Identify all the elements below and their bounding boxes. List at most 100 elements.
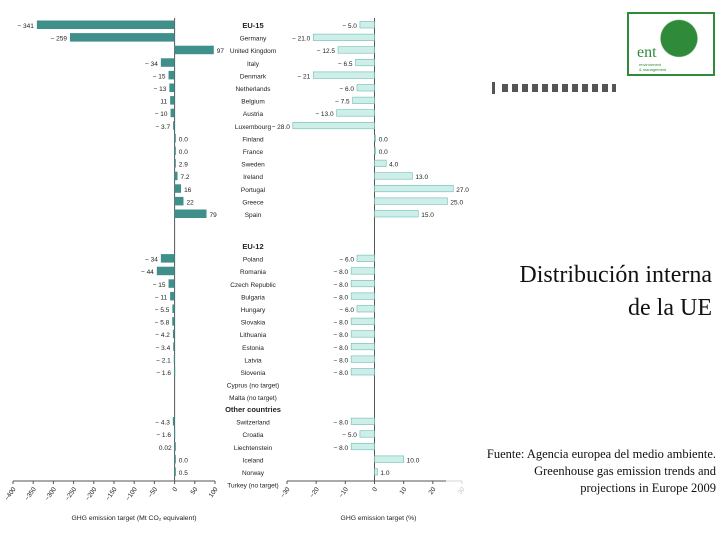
right-tick-label: −20 — [309, 486, 321, 499]
left-data-label: − 34 — [145, 257, 158, 264]
country-label: Luxembourg — [235, 124, 272, 131]
right-bar — [356, 84, 375, 92]
right-data-label: 15.0 — [421, 212, 434, 219]
right-data-label: − 8.0 — [334, 420, 349, 427]
source-line1: Fuente: Agencia europea del medio ambien… — [486, 447, 716, 461]
logo-sub-line1: environment — [639, 62, 662, 67]
right-data-label: − 5.0 — [342, 23, 357, 30]
source-note: Fuente: Agencia europea del medio ambien… — [446, 446, 716, 497]
left-tick-label: −250 — [64, 486, 78, 502]
left-bar — [174, 159, 176, 168]
right-bar — [312, 71, 375, 79]
country-label: Belgium — [241, 99, 264, 106]
country-label: Denmark — [240, 73, 267, 80]
left-bar — [174, 196, 184, 206]
left-data-label: 16 — [184, 187, 192, 194]
left-tick-label: −300 — [44, 486, 58, 502]
left-bar — [174, 454, 176, 464]
right-tick-label: −10 — [338, 486, 350, 499]
left-bar — [172, 317, 175, 326]
left-bar — [174, 171, 178, 181]
left-bar — [160, 254, 175, 263]
right-data-label: 0.0 — [379, 136, 388, 143]
left-data-label: − 1.6 — [156, 432, 171, 439]
country-label: Turkey (no target) — [227, 483, 278, 490]
right-data-label: − 7.5 — [335, 99, 350, 106]
decorative-dots — [502, 84, 616, 92]
decorative-bar — [492, 82, 495, 94]
left-bar — [170, 96, 175, 105]
left-data-label: 2.9 — [179, 162, 188, 169]
country-label: Switzerland — [236, 420, 270, 427]
country-label: Czech Republic — [230, 282, 276, 289]
country-label: Germany — [240, 36, 267, 43]
country-label: Sweden — [241, 162, 265, 169]
right-tick-label: 20 — [428, 486, 438, 496]
right-bar — [356, 254, 375, 262]
right-bar — [350, 368, 375, 376]
right-bar — [374, 455, 404, 463]
left-data-label: − 13 — [154, 86, 167, 93]
group-header: Other countries — [225, 405, 281, 414]
left-data-label: 0.5 — [179, 470, 188, 477]
right-data-label: 25.0 — [450, 199, 463, 206]
left-data-label: − 10 — [155, 111, 168, 118]
right-bar — [374, 159, 387, 167]
right-data-label: − 5.0 — [342, 432, 357, 439]
country-label: Iceland — [243, 457, 264, 464]
source-line2: Greenhouse gas emission trends and — [534, 464, 716, 478]
left-data-label: 0.0 — [179, 149, 188, 156]
right-data-label: − 8.0 — [334, 445, 349, 452]
left-data-label: − 3.7 — [155, 124, 170, 131]
left-data-label: − 5.5 — [155, 307, 170, 314]
right-data-label: − 8.0 — [334, 332, 349, 339]
right-bar — [292, 122, 375, 130]
left-data-label: − 4.2 — [155, 332, 170, 339]
country-label: Netherlands — [235, 86, 271, 93]
left-bar — [174, 209, 207, 218]
country-label: Hungary — [241, 307, 266, 314]
country-label: Italy — [247, 61, 260, 68]
right-bar — [359, 21, 375, 29]
left-bar — [172, 329, 175, 339]
right-data-label: − 8.0 — [334, 269, 349, 276]
left-bar — [174, 45, 214, 55]
right-bar — [374, 185, 454, 193]
country-label: Bulgaria — [241, 294, 265, 301]
right-bar — [374, 147, 377, 155]
left-data-label: 97 — [217, 48, 225, 55]
slide-title-line2: de la UE — [628, 295, 712, 321]
right-bar — [359, 430, 375, 438]
right-bar — [350, 442, 375, 451]
country-label: Cyprus (no target) — [227, 383, 279, 390]
right-data-label: − 12.5 — [317, 48, 336, 55]
left-data-label: − 11 — [155, 294, 168, 301]
left-axis-label: GHG emission target (Mt CO₂ equivalent) — [71, 515, 196, 522]
left-bar — [172, 417, 175, 426]
left-bar — [173, 342, 175, 351]
right-data-label: 4.0 — [389, 162, 398, 169]
right-bar — [312, 33, 375, 41]
left-tick-label: −400 — [3, 486, 17, 502]
left-bar — [168, 70, 175, 80]
country-label: Lithuania — [240, 332, 267, 339]
country-label: Greece — [242, 199, 264, 206]
right-bar — [350, 279, 375, 288]
right-bar — [337, 46, 375, 54]
logo: ent environment & management — [627, 12, 715, 76]
right-bar — [374, 468, 378, 476]
left-data-label: − 4.3 — [155, 420, 170, 427]
country-label: Romania — [240, 269, 266, 276]
right-data-label: 10.0 — [407, 457, 420, 464]
country-label: France — [243, 149, 264, 156]
left-tick-label: 0 — [171, 486, 179, 493]
left-bar — [174, 442, 176, 451]
left-bar — [174, 467, 176, 476]
right-data-label: − 21.0 — [292, 36, 311, 43]
left-data-label: − 259 — [51, 36, 68, 43]
left-data-label: 0.0 — [179, 457, 188, 464]
left-bar — [172, 304, 175, 313]
left-bar — [173, 429, 176, 439]
left-bar — [174, 133, 176, 143]
left-data-label: 0.02 — [159, 445, 172, 452]
